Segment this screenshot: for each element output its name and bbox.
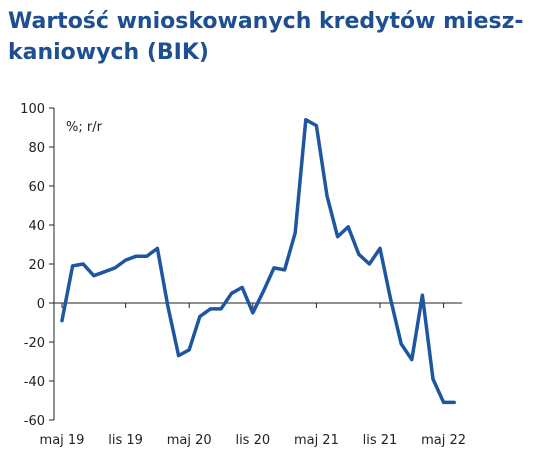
data-point — [304, 118, 307, 121]
data-point — [156, 247, 159, 250]
data-point — [145, 255, 148, 258]
chart-title-line-2: kaniowych (BIK) — [8, 40, 209, 65]
data-point — [347, 225, 350, 229]
data-point — [113, 266, 117, 270]
x-tick-label: maj 19 — [40, 433, 85, 448]
chart-title: Wartość wnioskowanych kredytów miesz- ka… — [8, 6, 553, 68]
data-point — [251, 311, 254, 314]
x-tick-label: maj 20 — [167, 433, 212, 448]
x-tick-label: maj 22 — [421, 433, 466, 448]
y-tick-label: 40 — [28, 219, 45, 234]
data-point — [294, 231, 297, 234]
chart-axes — [49, 107, 462, 421]
data-point — [272, 266, 276, 270]
y-tick-label: 100 — [20, 102, 45, 117]
data-point — [389, 297, 392, 301]
data-point — [336, 235, 339, 238]
data-point — [357, 253, 360, 256]
y-tick-label: 80 — [28, 141, 45, 156]
data-point — [325, 194, 329, 197]
data-point — [453, 401, 456, 404]
series-line — [60, 117, 456, 405]
y-tick-label: -20 — [24, 336, 45, 351]
data-point — [410, 358, 413, 361]
data-point — [400, 342, 403, 346]
data-point — [135, 255, 138, 258]
data-point — [283, 268, 286, 272]
y-tick-label: 60 — [28, 180, 45, 195]
data-point — [198, 315, 201, 318]
data-point — [92, 274, 96, 277]
data-point — [103, 270, 106, 273]
y-tick-label: 0 — [37, 297, 45, 312]
x-tick-labels: maj 19 lis 19 maj 20 lis 20 maj 21 lis 21 maj … — [40, 433, 467, 448]
data-point — [177, 354, 180, 357]
x-tick-label: lis 21 — [363, 433, 398, 448]
data-point — [219, 307, 223, 311]
x-tick-label: maj 21 — [294, 433, 339, 448]
data-point — [188, 348, 191, 351]
data-point — [166, 305, 170, 309]
data-point — [60, 319, 64, 322]
data-point — [71, 264, 74, 268]
y-tick-labels: 100 80 60 40 20 0 -20 -40 -60 — [20, 102, 45, 429]
unit-label: %; r/r — [66, 120, 103, 135]
y-tick-label: -60 — [24, 414, 45, 429]
plot-area — [60, 117, 456, 405]
y-tick-label: -40 — [24, 375, 45, 390]
data-point — [241, 286, 244, 289]
x-tick-label: lis 20 — [235, 433, 270, 448]
data-point — [124, 258, 127, 262]
data-point — [442, 401, 445, 404]
data-point — [368, 262, 371, 266]
data-point — [378, 247, 382, 250]
data-point — [230, 292, 233, 295]
chart-title-line-1: Wartość wnioskowanych kredytów miesz- — [8, 9, 524, 34]
data-point — [82, 262, 85, 266]
y-tick-label: 20 — [28, 258, 45, 273]
data-point — [315, 124, 318, 127]
x-tick-label: lis 19 — [108, 433, 143, 448]
data-point — [209, 307, 212, 311]
data-point — [262, 290, 265, 293]
data-point — [431, 377, 435, 381]
data-point — [421, 294, 424, 297]
